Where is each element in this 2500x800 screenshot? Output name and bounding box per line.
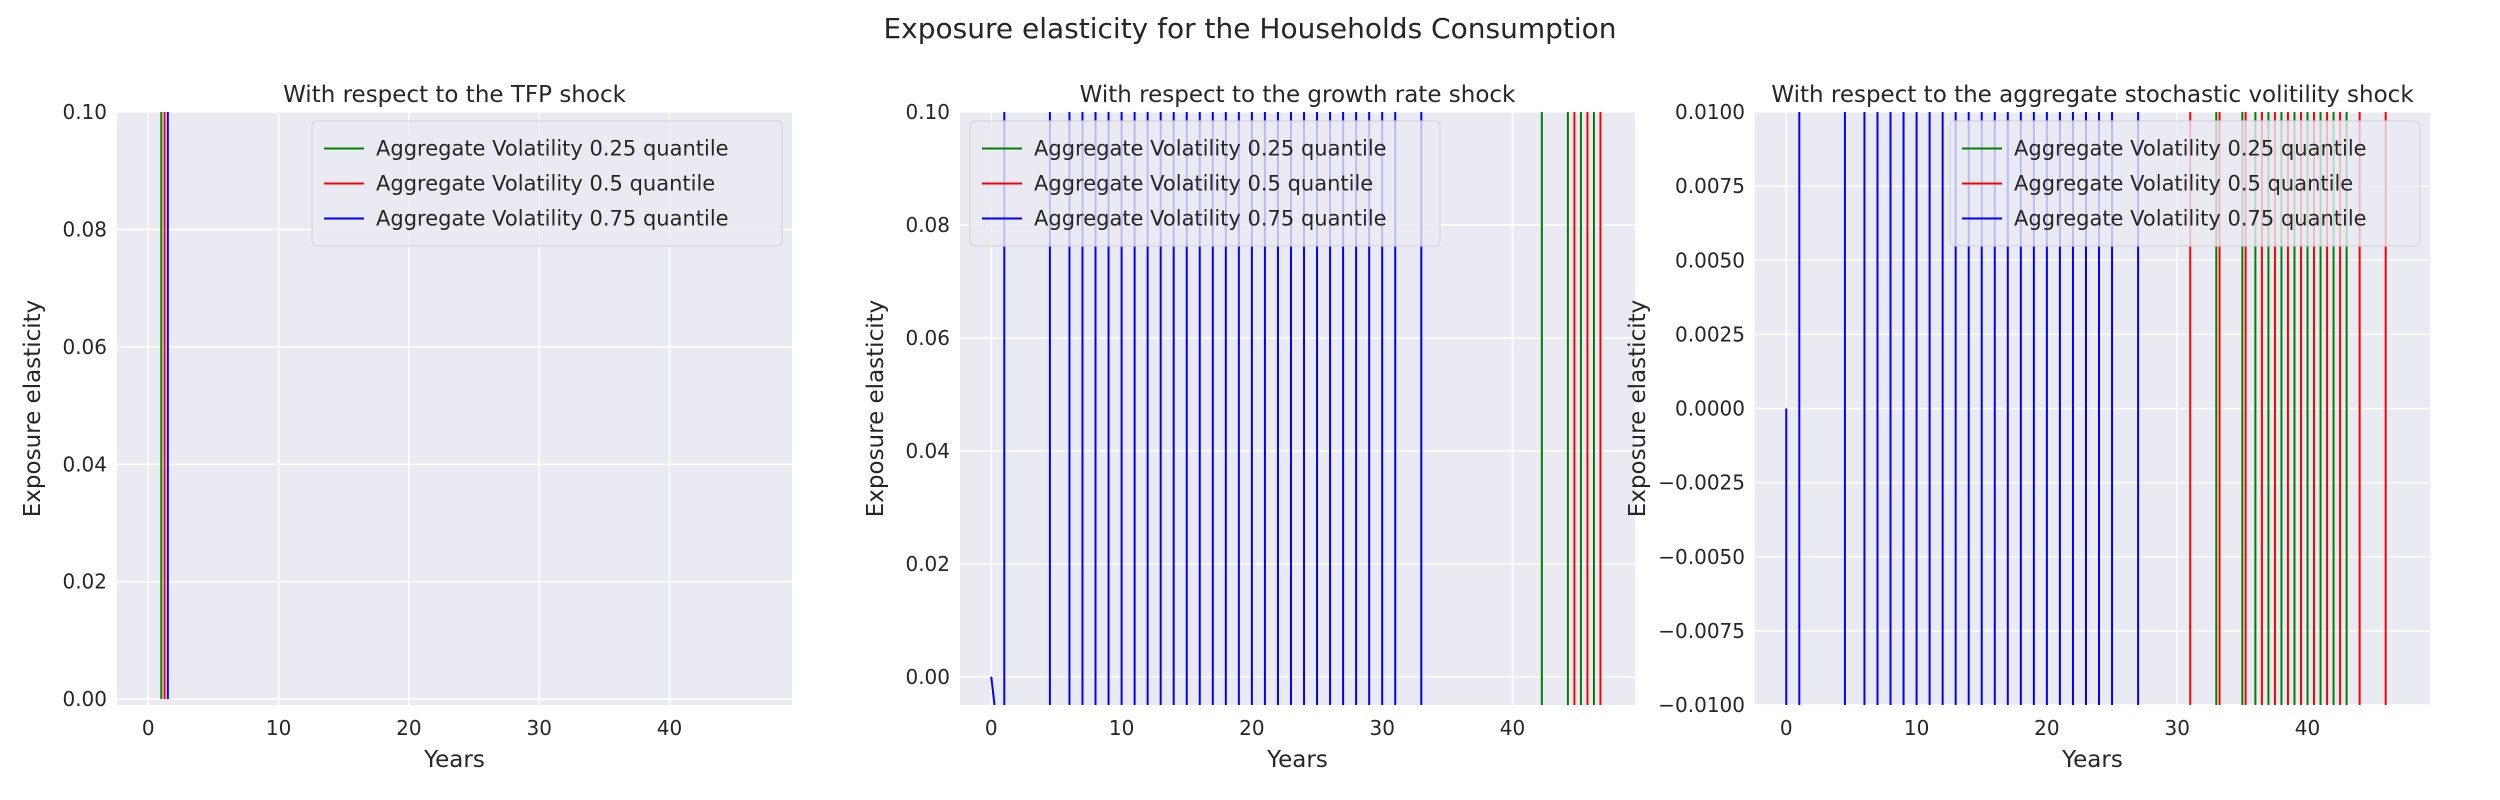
legend: Aggregate Volatility 0.25 quantile Aggreg…	[311, 120, 783, 247]
x-tick-label: 30	[1369, 716, 1394, 740]
x-tick-label: 40	[2295, 716, 2320, 740]
y-tick-label: 0.0025	[1675, 322, 1745, 346]
series-3-start-segment	[990, 676, 996, 705]
y-tick-label: 0.02	[905, 552, 950, 576]
x-tick-label: 10	[266, 716, 291, 740]
y-tick-label: 0.0050	[1675, 248, 1745, 272]
y-tick-label: 0.06	[62, 335, 107, 359]
subplot-1: 0 10 20 30 40 0.00 0.02 0.04 0.06 0.08 0.10 With re…	[20, 82, 792, 773]
x-tick-label: 30	[526, 716, 551, 740]
x-tick-label: 0	[142, 716, 155, 740]
series-layer	[160, 112, 169, 700]
y-tick-label: 0.0075	[1675, 174, 1745, 198]
legend-entry: Aggregate Volatility 0.75 quantile	[376, 207, 729, 231]
y-tick-label: −0.0100	[1658, 693, 1745, 717]
x-tick-label: 10	[1904, 716, 1929, 740]
y-axis-label: Exposure elasticity	[863, 300, 889, 517]
y-tick-label: 0.02	[62, 570, 107, 594]
y-tick-label: 0.08	[905, 213, 950, 237]
x-tick-label: 0	[985, 716, 998, 740]
y-tick-label: 0.00	[905, 665, 950, 689]
legend: Aggregate Volatility 0.25 quantile Aggreg…	[969, 120, 1441, 247]
y-tick-label: −0.0075	[1658, 619, 1745, 643]
y-tick-label: 0.0000	[1675, 397, 1745, 421]
y-tick-label: 0.0100	[1675, 100, 1745, 124]
y-tick-label: 0.06	[905, 326, 950, 350]
legend-entry: Aggregate Volatility 0.5 quantile	[376, 172, 715, 196]
legend-entry: Aggregate Volatility 0.5 quantile	[2014, 172, 2353, 196]
x-tick-label: 30	[2164, 716, 2189, 740]
legend-frame	[969, 120, 1441, 247]
y-tick-label: 0.10	[62, 100, 107, 124]
y-axis-label: Exposure elasticity	[1625, 300, 1651, 517]
subplot-title: With respect to the aggregate stochastic…	[1771, 82, 2414, 108]
legend-frame	[1949, 120, 2421, 247]
x-tick-label: 10	[1109, 716, 1134, 740]
figure-title: Exposure elasticity for the Households C…	[883, 12, 1616, 45]
x-axis-label: Years	[423, 747, 485, 773]
legend-entry: Aggregate Volatility 0.75 quantile	[2014, 207, 2367, 231]
x-tick-label: 40	[1500, 716, 1525, 740]
x-tick-label: 40	[657, 716, 682, 740]
x-tick-label: 20	[396, 716, 421, 740]
legend-entry: Aggregate Volatility 0.25 quantile	[376, 137, 729, 161]
x-tick-label: 0	[1780, 716, 1793, 740]
y-tick-label: −0.0050	[1658, 545, 1745, 569]
x-axis-label: Years	[2061, 747, 2123, 773]
subplot-2: 0 10 20 30 40 0.00 0.02 0.04 0.06 0.08 0.10 With re…	[863, 82, 1635, 773]
legend-entry: Aggregate Volatility 0.25 quantile	[1034, 137, 1387, 161]
legend: Aggregate Volatility 0.25 quantile Aggreg…	[1949, 120, 2421, 247]
y-tick-label: −0.0025	[1658, 471, 1745, 495]
x-tick-label: 20	[1239, 716, 1264, 740]
subplot-title: With respect to the growth rate shock	[1080, 82, 1516, 108]
y-tick-label: 0.00	[62, 687, 107, 711]
subplot-title: With respect to the TFP shock	[283, 82, 627, 108]
y-axis-label: Exposure elasticity	[20, 300, 46, 517]
x-axis-label: Years	[1266, 747, 1328, 773]
y-tick-label: 0.04	[905, 439, 950, 463]
subplot-3: 0 10 20 30 40 −0.0100 −0.0075 −0.0050 −0.0025 0.0…	[1625, 82, 2430, 773]
y-tick-label: 0.10	[905, 100, 950, 124]
legend-frame	[311, 120, 783, 247]
y-tick-label: 0.04	[62, 452, 107, 476]
y-tick-label: 0.08	[62, 217, 107, 241]
legend-entry: Aggregate Volatility 0.75 quantile	[1034, 207, 1387, 231]
legend-entry: Aggregate Volatility 0.5 quantile	[1034, 172, 1373, 196]
x-tick-label: 20	[2034, 716, 2059, 740]
legend-entry: Aggregate Volatility 0.25 quantile	[2014, 137, 2367, 161]
